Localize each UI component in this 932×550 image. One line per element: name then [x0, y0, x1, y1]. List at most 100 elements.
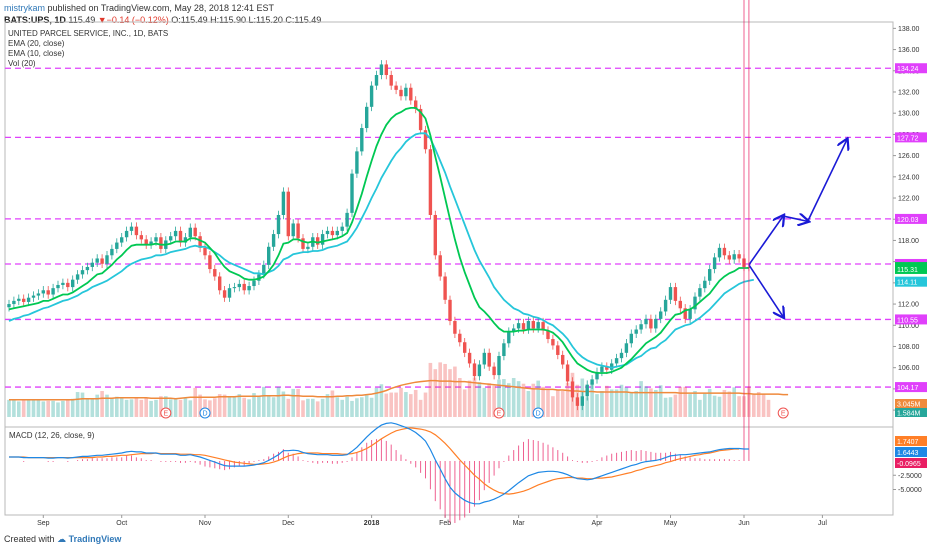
- volume-bar: [595, 394, 599, 417]
- volume-bar: [222, 394, 227, 417]
- candle-body: [159, 237, 163, 249]
- candle-body: [271, 234, 276, 247]
- candle-body: [247, 286, 251, 291]
- volume-bar: [639, 381, 643, 417]
- volume-bar: [707, 388, 712, 417]
- y-tick-label: 126.00: [898, 153, 920, 160]
- volume-bar: [732, 387, 736, 417]
- volume-bar: [320, 398, 325, 417]
- high-value: 115.90: [219, 15, 246, 25]
- candle-body: [678, 300, 682, 309]
- volume-tag: [895, 399, 927, 408]
- candle-body: [502, 343, 506, 357]
- candle-body: [624, 343, 629, 353]
- volume-bar: [683, 386, 687, 417]
- projection-arrow-target: [806, 140, 847, 222]
- open-value: 115.49: [180, 15, 208, 25]
- event-marker-label: E: [781, 411, 786, 418]
- candle-body: [105, 255, 109, 264]
- high-label: H:: [210, 15, 220, 25]
- candle-body: [634, 329, 638, 334]
- volume-bar: [761, 394, 766, 417]
- publish-line: mistrykam published on TradingView.com, …: [4, 2, 321, 14]
- level-tag: [895, 382, 927, 393]
- volume-bar: [183, 398, 188, 417]
- volume-bar: [389, 392, 393, 417]
- volume-bar: [115, 396, 119, 417]
- candle-body: [17, 298, 21, 301]
- volume-bar: [198, 394, 202, 417]
- volume-bar: [502, 379, 506, 417]
- tradingview-brand[interactable]: TradingView: [68, 534, 122, 544]
- candle-body: [193, 227, 197, 237]
- low-value: 115.20: [256, 15, 283, 25]
- ema10-legend[interactable]: EMA (10, close): [8, 49, 65, 58]
- volume-bar: [100, 391, 104, 417]
- volume-bar: [649, 388, 653, 417]
- volume-bar: [90, 398, 95, 417]
- volume-bar: [12, 399, 16, 417]
- volume-bar: [266, 395, 271, 417]
- candle-body: [668, 287, 673, 300]
- chart-header: mistrykam published on TradingView.com, …: [4, 2, 321, 26]
- volume-bar: [168, 399, 173, 417]
- volume-bar: [66, 400, 70, 417]
- candle-body: [360, 128, 364, 152]
- volume-bar: [546, 389, 550, 417]
- candle-body: [124, 230, 129, 238]
- volume-bar: [428, 362, 433, 417]
- candle-body: [619, 352, 624, 359]
- low-label: L:: [248, 15, 256, 25]
- candle-body: [213, 269, 217, 277]
- candle-body: [693, 296, 697, 310]
- volume-bar: [472, 377, 477, 417]
- volume-bar: [521, 383, 526, 417]
- macd-tag: [895, 458, 927, 468]
- x-tick-label: Dec: [282, 520, 295, 527]
- candle-body: [654, 318, 658, 329]
- y-tick-label: 138.00: [898, 26, 920, 33]
- volume-bar: [306, 398, 310, 417]
- candle-body: [330, 230, 335, 236]
- volume-bar: [624, 387, 629, 417]
- volume-bar: [752, 394, 756, 417]
- candle-body: [149, 241, 153, 245]
- volume-bar: [516, 381, 521, 417]
- volume-bar: [36, 399, 41, 417]
- volume-bar: [722, 389, 727, 417]
- volume-legend[interactable]: Vol (20): [8, 59, 36, 68]
- volume-bar: [379, 384, 384, 417]
- ohlc-line: BATS:UPS, 1D 115.49 ▼−0.14 (−0.12%) O:11…: [4, 14, 321, 26]
- volume-bar: [95, 394, 99, 417]
- macd-tag-label: 1.7407: [897, 439, 919, 446]
- candle-body: [639, 324, 643, 330]
- candle-body: [237, 283, 241, 288]
- volume-ma-line: [9, 379, 789, 401]
- volume-bar: [693, 391, 697, 417]
- candle-body: [227, 288, 232, 298]
- volume-bar: [443, 363, 447, 417]
- level-tag-label: 110.55: [897, 317, 918, 324]
- ema20-legend[interactable]: EMA (20, close): [8, 39, 65, 48]
- candle-body: [350, 173, 354, 213]
- y-tick-label: 118.00: [898, 238, 919, 245]
- candle-body: [570, 381, 575, 398]
- volume-bar: [178, 399, 183, 417]
- candle-body: [698, 288, 702, 297]
- volume-bar: [585, 397, 589, 417]
- volume-bar: [399, 387, 403, 417]
- level-tag: [895, 314, 927, 325]
- volume-bar: [712, 395, 717, 417]
- candle-body: [512, 328, 516, 332]
- candle-body: [115, 242, 119, 249]
- volume-tag-label: 1.584M: [897, 411, 921, 418]
- level-tag-label: 104.17: [897, 385, 919, 392]
- candle-body: [188, 227, 192, 238]
- author-link[interactable]: mistrykam: [4, 3, 45, 13]
- change-arrow-icon: ▼: [97, 15, 107, 25]
- candle-body: [198, 236, 202, 248]
- y-tick-label: 124.00: [898, 174, 920, 181]
- volume-bar: [217, 394, 222, 417]
- candle-body: [389, 75, 393, 86]
